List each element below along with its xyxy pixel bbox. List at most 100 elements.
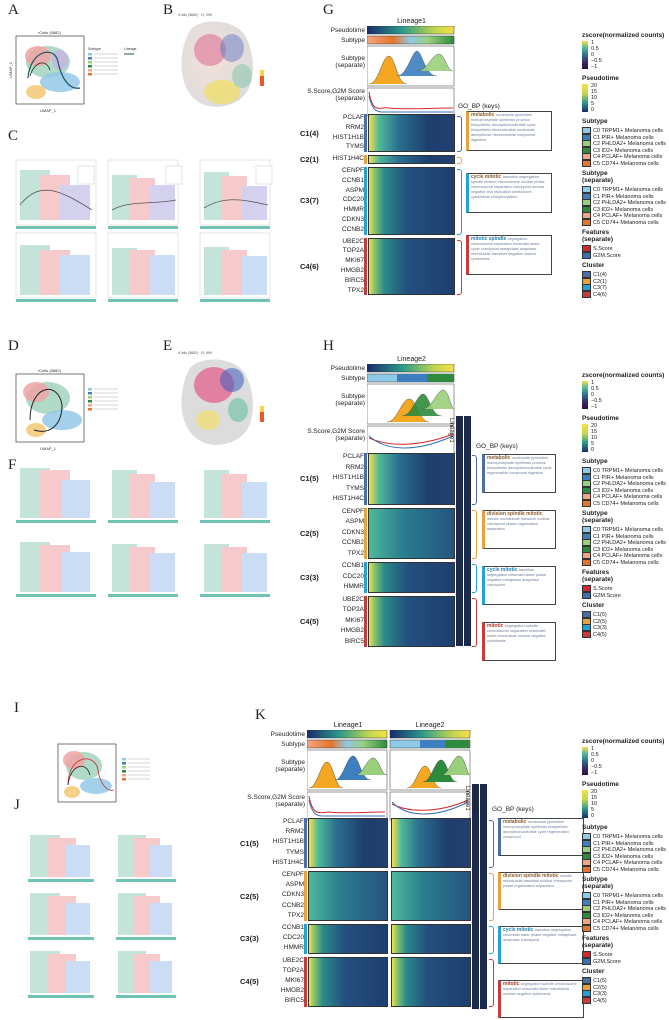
go-bracket [489, 820, 494, 868]
legend-pseudotime-title: Pseudotime [582, 781, 619, 788]
panel-label-e: E [163, 338, 173, 354]
go-bracket [457, 239, 462, 296]
k-annotation-tracks [307, 730, 471, 821]
cluster-item: C4(6) [582, 290, 607, 298]
g-annotation-tracks [367, 26, 455, 117]
legend-zscore-title: zscore(normalized counts) [582, 738, 665, 745]
subtype-sep-item: C5 CD74+ Melanoma cells [582, 558, 659, 566]
gene-label: CDKN3 [341, 528, 364, 536]
legend-cluster-title: Cluster [582, 602, 605, 609]
subtype-label: Subtype [281, 741, 305, 748]
gene-label: HIST1H4C [332, 155, 364, 163]
gene-label: ASPM [285, 881, 304, 889]
go-bp-title: GO_BP (keys) [458, 103, 500, 110]
gene-label: CDKN3 [281, 891, 304, 899]
heatmap-panel-k: Lineage1 Lineage2 Pseudotime Subtype Sub… [240, 722, 669, 1018]
cluster-label: C1(4) [300, 128, 319, 138]
zscore-colorbar [582, 41, 588, 69]
pseudotime-colorbar [582, 790, 588, 818]
go-bracket [472, 509, 477, 559]
legend-k: zscore(normalized counts) 1 0.5 0 −0.5 −1 Pseu… [582, 738, 669, 1018]
subtype-label: Subtype [341, 37, 365, 44]
pseudotime-tick: 0 [591, 447, 595, 453]
gene-label: CENPF [341, 167, 364, 174]
go-keyword-box: division spindle mitotic meiotic microtu… [482, 510, 556, 549]
legend-features-title: Features (separate) [582, 569, 614, 583]
panel-label-f: F [8, 457, 17, 473]
go-words: nucleoside pyrimidine monophosphate synt… [471, 113, 536, 142]
zscore-tick: 1 [591, 40, 595, 46]
cluster-bar [364, 453, 367, 505]
gene-label: CENPF [281, 871, 304, 878]
heatmap-panel-g: Lineage1 Pseudotime Subtype Subtype (sep… [300, 18, 665, 318]
scatter-grid-c [15, 159, 273, 302]
h-annotation-tracks [367, 364, 455, 455]
heatmap-block [308, 871, 388, 921]
cluster-bar [364, 237, 367, 296]
pseudotime-label: Pseudotime [330, 27, 365, 34]
go-bracket [457, 157, 462, 164]
go-words: transition segregation chromatid sister … [503, 928, 577, 942]
panel-label-b: B [163, 2, 174, 18]
feature-item: G2M.Score [582, 957, 621, 965]
gene-label: CCNB1 [281, 924, 304, 931]
lineage2-title: Lineage2 [415, 722, 445, 729]
gene-label: TOP2A [342, 247, 364, 255]
legend-features-title: Features (separate) [582, 935, 614, 949]
pseudotime-tick: 10 [591, 435, 598, 441]
gene-label: HIST1H1B [272, 838, 304, 846]
zscore-tick: −0.5 [591, 764, 602, 770]
gene-label: PCLAF [343, 114, 364, 121]
zscore-tick: 1 [591, 380, 595, 386]
gene-label: TOP2A [282, 966, 304, 974]
side-label-lineage2: Lineage2 [456, 418, 462, 443]
go-bracket [457, 169, 462, 235]
zscore-tick: −1 [591, 770, 598, 776]
svg-text:Lineage: Lineage [124, 47, 137, 51]
gene-label: ASPM [345, 518, 364, 525]
go-bracket [472, 564, 477, 593]
go-words: segregation spindle chromosome separatio… [487, 624, 546, 643]
gene-label: ASPM [345, 186, 364, 194]
svg-text:rCells (5882) · t1, 999: rCells (5882) · t1, 999 [178, 13, 212, 17]
lineage1-title: Lineage1 [333, 722, 363, 729]
zscore-tick: 0 [591, 52, 595, 58]
go-keyword-box: metabolic nucleoside pyrimidine monophos… [498, 818, 584, 856]
go-bracket [457, 116, 462, 153]
go-key: metabolic [487, 455, 512, 461]
go-bp-title: GO_BP (keys) [492, 806, 534, 813]
gene-label: MKI67 [285, 977, 304, 984]
cluster-label: C3(3) [300, 572, 319, 582]
heatmap-block [368, 237, 455, 296]
pseudotime-tick: 15 [591, 89, 598, 95]
go-keyword-box: metabolic nucleoside pyrimidine monophos… [466, 111, 552, 151]
svg-text:Subtype: Subtype [88, 47, 101, 51]
heatmap-block [368, 155, 455, 164]
gene-label: CDKN3 [341, 216, 364, 223]
gene-label: CDC20 [342, 572, 364, 580]
heatmap-block [391, 956, 471, 1007]
go-key: division spindle mitotic [487, 511, 543, 517]
go-keyword-box: cycle mitotic transition segregation spi… [466, 173, 552, 213]
pseudotime-tick: 20 [591, 83, 598, 89]
pseudotime-tick: 5 [591, 807, 595, 813]
subtype-sep-item: C5 CD74+ Melanoma cells [582, 218, 659, 226]
zscore-tick: −1 [591, 64, 598, 70]
go-keyword-box: division spindle mitotic meiotic microtu… [498, 872, 584, 910]
gene-label: UBE2C [342, 237, 364, 245]
umap-panel-i [57, 743, 150, 803]
go-keyword-box: metabolic nucleoside pyrimidine monophos… [482, 454, 556, 493]
score-label: S.Score,G2M Score (separate) [307, 88, 365, 102]
gene-label: CDC20 [342, 196, 364, 204]
gene-label: HMGB2 [340, 627, 364, 634]
scatter-grid-j [28, 835, 176, 998]
pseudotime-tick: 0 [591, 813, 595, 819]
gene-label: TYMS [345, 484, 364, 492]
go-key: mitotic [503, 981, 521, 987]
gene-label: CENPF [341, 507, 364, 515]
feature-item: G2M.Score [582, 591, 621, 599]
cluster-label: C3(7) [300, 196, 319, 206]
cluster-bar [364, 167, 367, 235]
lineage2-side-bar [464, 416, 471, 646]
pseudotime-tick: 15 [591, 795, 598, 801]
